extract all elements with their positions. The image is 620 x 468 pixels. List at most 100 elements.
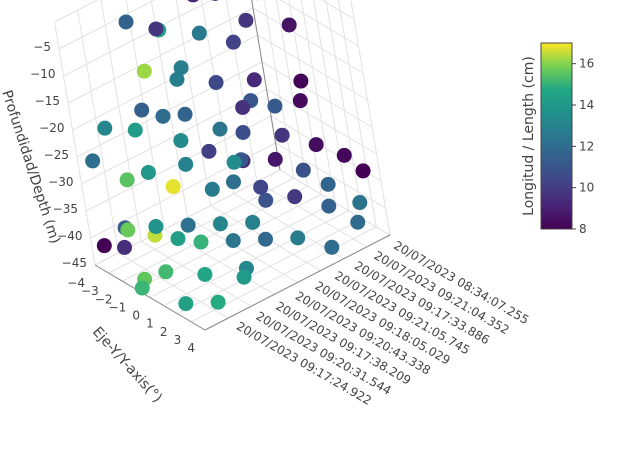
y-tick-label: −1 bbox=[109, 300, 127, 314]
data-point bbox=[245, 214, 261, 230]
grid-line bbox=[300, 0, 336, 203]
grid-line bbox=[313, 0, 350, 211]
z-tick-label: −5 bbox=[33, 40, 51, 54]
z-tick-label: −40 bbox=[57, 229, 82, 243]
data-point bbox=[211, 0, 219, 1]
data-point bbox=[180, 217, 196, 233]
data-point bbox=[253, 179, 269, 195]
data-point bbox=[350, 214, 366, 230]
grid-line bbox=[76, 61, 263, 158]
data-point bbox=[118, 14, 134, 30]
data-point bbox=[148, 21, 164, 37]
data-point bbox=[201, 143, 217, 159]
z-tick-label: −30 bbox=[48, 175, 73, 189]
data-point bbox=[119, 172, 135, 188]
grid-line bbox=[261, 61, 373, 128]
grid-line bbox=[163, 210, 349, 307]
data-point bbox=[140, 164, 156, 180]
data-point bbox=[238, 12, 254, 28]
data-point bbox=[96, 238, 112, 254]
grid-line bbox=[257, 34, 368, 101]
grid-line bbox=[350, 0, 391, 236]
data-point bbox=[258, 192, 274, 208]
data-point bbox=[246, 72, 262, 88]
data-point bbox=[287, 189, 303, 205]
grid-line bbox=[72, 34, 258, 131]
data-point bbox=[308, 137, 324, 153]
y-tick-label: 3 bbox=[174, 333, 182, 347]
grid-line bbox=[266, 88, 377, 155]
z-tick-label: −35 bbox=[53, 202, 78, 216]
data-point bbox=[225, 34, 241, 50]
colorbar-tick-label: 16 bbox=[579, 57, 594, 71]
colorbar-title: Longitud / Length (cm) bbox=[521, 56, 537, 216]
data-point bbox=[235, 99, 251, 115]
data-point bbox=[173, 60, 189, 76]
data-point bbox=[155, 108, 171, 124]
data-point bbox=[236, 269, 252, 285]
data-point bbox=[173, 133, 189, 149]
data-point bbox=[210, 294, 226, 310]
data-point bbox=[226, 174, 241, 190]
grid-line bbox=[122, 185, 308, 282]
data-point bbox=[226, 154, 242, 170]
y-tick-label: 4 bbox=[187, 341, 195, 355]
data-point bbox=[235, 125, 251, 140]
colorbar-tick-label: 8 bbox=[579, 222, 587, 236]
data-point bbox=[324, 239, 340, 255]
y-tick-label: −3 bbox=[81, 284, 99, 298]
z-tick-label: −25 bbox=[44, 148, 69, 162]
data-point bbox=[290, 230, 306, 246]
data-point bbox=[258, 231, 273, 247]
grid-line bbox=[325, 0, 363, 219]
grid-line bbox=[320, 0, 355, 20]
data-point bbox=[208, 75, 224, 91]
y-axis-title: Eje-Y/Y-axis(°) bbox=[89, 324, 165, 406]
grid-line bbox=[200, 0, 235, 194]
data-point bbox=[197, 266, 213, 282]
y-tick-label: 0 bbox=[132, 309, 140, 323]
grid-line bbox=[279, 0, 359, 47]
data-point bbox=[321, 198, 337, 214]
colorbar: 8 10 12 14 16 Longitud / Length (cm) bbox=[521, 42, 594, 236]
grid-line bbox=[94, 264, 206, 331]
data-points bbox=[85, 0, 371, 312]
grid-line bbox=[251, 0, 281, 171]
data-point bbox=[352, 195, 368, 211]
grid-line bbox=[226, 0, 258, 182]
data-point bbox=[134, 102, 150, 118]
data-point bbox=[178, 156, 194, 172]
data-point bbox=[169, 71, 185, 87]
grid-line bbox=[252, 7, 364, 74]
data-point bbox=[191, 25, 207, 41]
grid-line bbox=[67, 7, 254, 104]
data-point bbox=[336, 147, 352, 163]
y-tick-label: −4 bbox=[67, 276, 85, 290]
grid-line bbox=[100, 0, 142, 242]
data-point bbox=[148, 219, 164, 235]
data-point bbox=[127, 122, 143, 138]
colorbar-tick-label: 14 bbox=[579, 98, 594, 112]
grid-line bbox=[175, 0, 212, 206]
data-point bbox=[136, 63, 152, 79]
grid-line bbox=[177, 218, 363, 315]
grid-line bbox=[204, 234, 391, 331]
colorbar-tick-label: 10 bbox=[579, 181, 594, 195]
data-point bbox=[117, 239, 133, 255]
data-point bbox=[274, 127, 290, 143]
data-point bbox=[295, 162, 311, 178]
data-point bbox=[293, 73, 309, 89]
y-tick-label: 2 bbox=[160, 325, 168, 339]
z-tick-label: −10 bbox=[30, 67, 55, 81]
grid-line bbox=[54, 21, 96, 266]
data-point bbox=[204, 181, 220, 197]
grid-line bbox=[77, 10, 119, 254]
data-point bbox=[187, 0, 199, 3]
z-tick-labels: −5 −10 −15 −20 −25 −30 −35 −40 −45 bbox=[30, 40, 87, 270]
data-point bbox=[292, 93, 308, 109]
grid-line bbox=[275, 0, 308, 187]
grid-line bbox=[150, 0, 188, 218]
